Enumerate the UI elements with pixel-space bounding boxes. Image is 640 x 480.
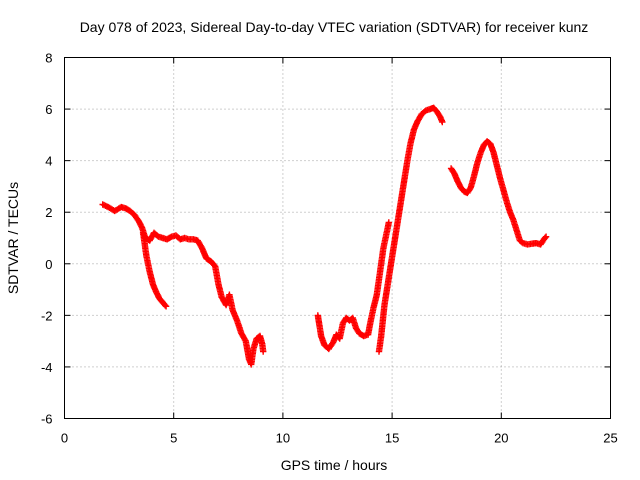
data-point [542,234,549,241]
data-point [385,219,392,226]
x-tick-label: 25 [603,431,617,446]
x-tick-label: 0 [61,431,68,446]
y-tick-label: 4 [45,154,52,169]
x-tick-label: 5 [170,431,177,446]
y-tick-label: 8 [45,51,52,66]
grid-layer [64,57,611,419]
x-tick-label: 20 [494,431,508,446]
data-point [439,118,446,126]
x-tick-label: 10 [276,431,290,446]
y-tick-label: 0 [45,257,52,272]
axis-ticks: 0 5 10 15 20 25 -6 -4 -2 0 2 4 6 8 [41,51,618,446]
y-axis-label: SDTVAR / TECUs [5,182,21,294]
data-point [162,303,170,310]
y-tick-label: -2 [41,308,53,323]
data-point [260,348,267,355]
y-tick-label: -6 [41,412,53,427]
data-points [99,104,550,368]
plot-frame [64,57,611,419]
chart-title: Day 078 of 2023, Sidereal Day-to-day VTE… [80,19,589,35]
x-tick-label: 15 [385,431,399,446]
y-tick-label: 2 [45,205,52,220]
data-point [542,233,550,240]
x-axis-label: GPS time / hours [281,457,388,473]
data-point [162,302,169,309]
y-tick-label: -4 [41,360,53,375]
y-tick-label: 6 [45,102,52,117]
